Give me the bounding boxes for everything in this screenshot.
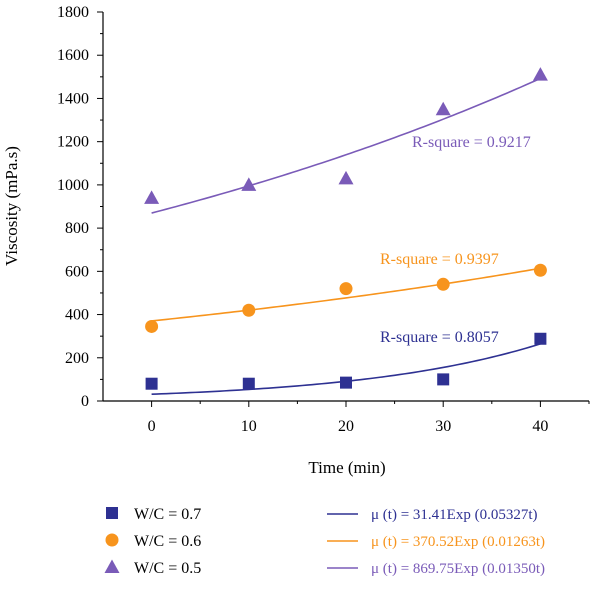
- x-axis-label: Time (min): [308, 458, 385, 477]
- r-square-label: R-square = 0.9397: [380, 251, 499, 268]
- y-tick-label: 1200: [57, 134, 89, 151]
- x-tick-label: 40: [532, 418, 548, 435]
- data-point: [340, 376, 352, 389]
- y-tick-label: 1400: [57, 90, 89, 107]
- fit-curves: [151, 77, 541, 396]
- legend-label: W/C = 0.7: [134, 506, 201, 523]
- x-tick-label: 30: [435, 418, 451, 435]
- legend-fit-equation: μ (t) = 869.75Exp (0.01350t): [371, 561, 545, 577]
- data-point: [339, 282, 353, 296]
- legend: W/C = 0.7 μ (t) = 31.41Exp (0.05327t) W/C …: [104, 506, 545, 577]
- legend-label: W/C = 0.5: [134, 560, 201, 577]
- data-point: [534, 332, 547, 345]
- y-tick-label: 1600: [57, 47, 89, 64]
- data-point: [242, 303, 256, 317]
- x-tick-label: 20: [338, 418, 354, 435]
- data-point: [437, 373, 450, 386]
- data-point: [436, 277, 450, 291]
- legend-label: W/C = 0.6: [134, 533, 201, 550]
- fit-curve: [151, 267, 541, 322]
- data-point: [241, 177, 257, 191]
- r-square-label: R-square = 0.9217: [412, 134, 531, 151]
- x-tick-label: 10: [241, 418, 257, 435]
- y-tick-label: 0: [81, 393, 89, 410]
- data-point: [338, 170, 354, 185]
- y-tick-label: 200: [65, 350, 89, 367]
- fit-curve: [151, 77, 541, 214]
- data-point: [532, 67, 548, 81]
- y-tick-label: 1000: [57, 177, 89, 194]
- y-tick-label: 400: [65, 307, 89, 324]
- y-tick-label: 1800: [57, 4, 89, 21]
- data-point: [145, 319, 159, 333]
- data-points: [144, 67, 548, 390]
- x-tick-label: 0: [148, 418, 156, 435]
- axes: 0 10 20 30 400200400600800100012001400160018…: [57, 4, 590, 435]
- data-point: [144, 190, 160, 204]
- legend-marker: [105, 533, 119, 547]
- data-point: [145, 377, 158, 390]
- y-axis-label: Viscosity (mPa.s): [2, 146, 21, 266]
- r-square-annotations: R-square = 0.8057 R-square = 0.9397 R-squa…: [380, 134, 531, 346]
- data-point: [533, 263, 547, 277]
- data-point: [435, 101, 451, 116]
- legend-marker: [104, 559, 120, 573]
- legend-fit-equation: μ (t) = 370.52Exp (0.01263t): [371, 534, 545, 550]
- data-point: [242, 377, 255, 390]
- legend-fit-equation: μ (t) = 31.41Exp (0.05327t): [371, 507, 537, 523]
- y-tick-label: 600: [65, 263, 89, 280]
- r-square-label: R-square = 0.8057: [380, 329, 499, 346]
- y-tick-label: 800: [65, 220, 89, 237]
- legend-marker: [106, 507, 118, 519]
